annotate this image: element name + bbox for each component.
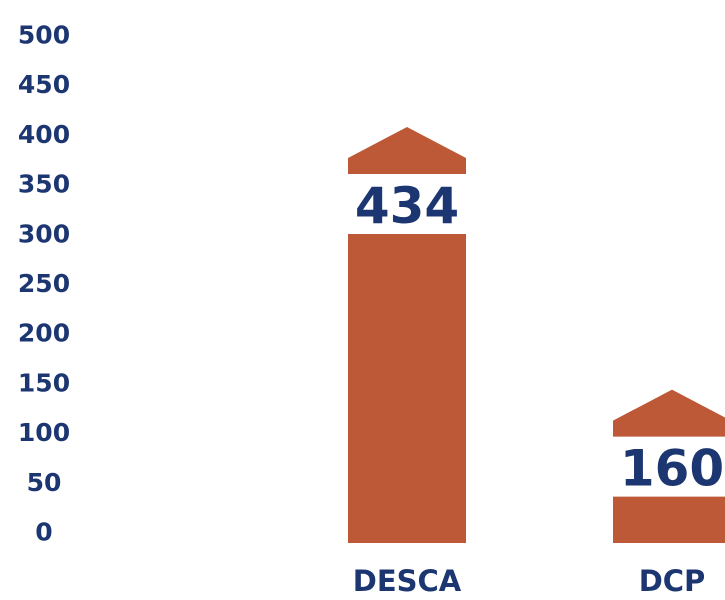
bar-roof bbox=[348, 127, 466, 174]
y-tick-label: 450 bbox=[18, 70, 70, 99]
bar-value-label: 434 bbox=[355, 177, 459, 235]
y-tick-label: 150 bbox=[18, 368, 70, 397]
y-tick-label: 100 bbox=[18, 418, 70, 447]
bar-body bbox=[613, 496, 725, 543]
x-category-label: DESCA bbox=[353, 564, 462, 596]
bar-roof bbox=[613, 389, 725, 437]
bar-body bbox=[348, 234, 466, 543]
y-tick-label: 300 bbox=[18, 219, 70, 248]
y-tick-label: 350 bbox=[18, 170, 70, 199]
bar-value-label: 160 bbox=[620, 440, 724, 498]
y-tick-label: 0 bbox=[35, 518, 52, 547]
y-tick-label: 400 bbox=[18, 120, 70, 149]
y-tick-label: 50 bbox=[27, 468, 62, 497]
y-tick-label: 200 bbox=[18, 319, 70, 348]
y-tick-label: 500 bbox=[18, 21, 70, 50]
y-tick-label: 250 bbox=[18, 269, 70, 298]
x-category-label: DCP bbox=[639, 564, 706, 596]
